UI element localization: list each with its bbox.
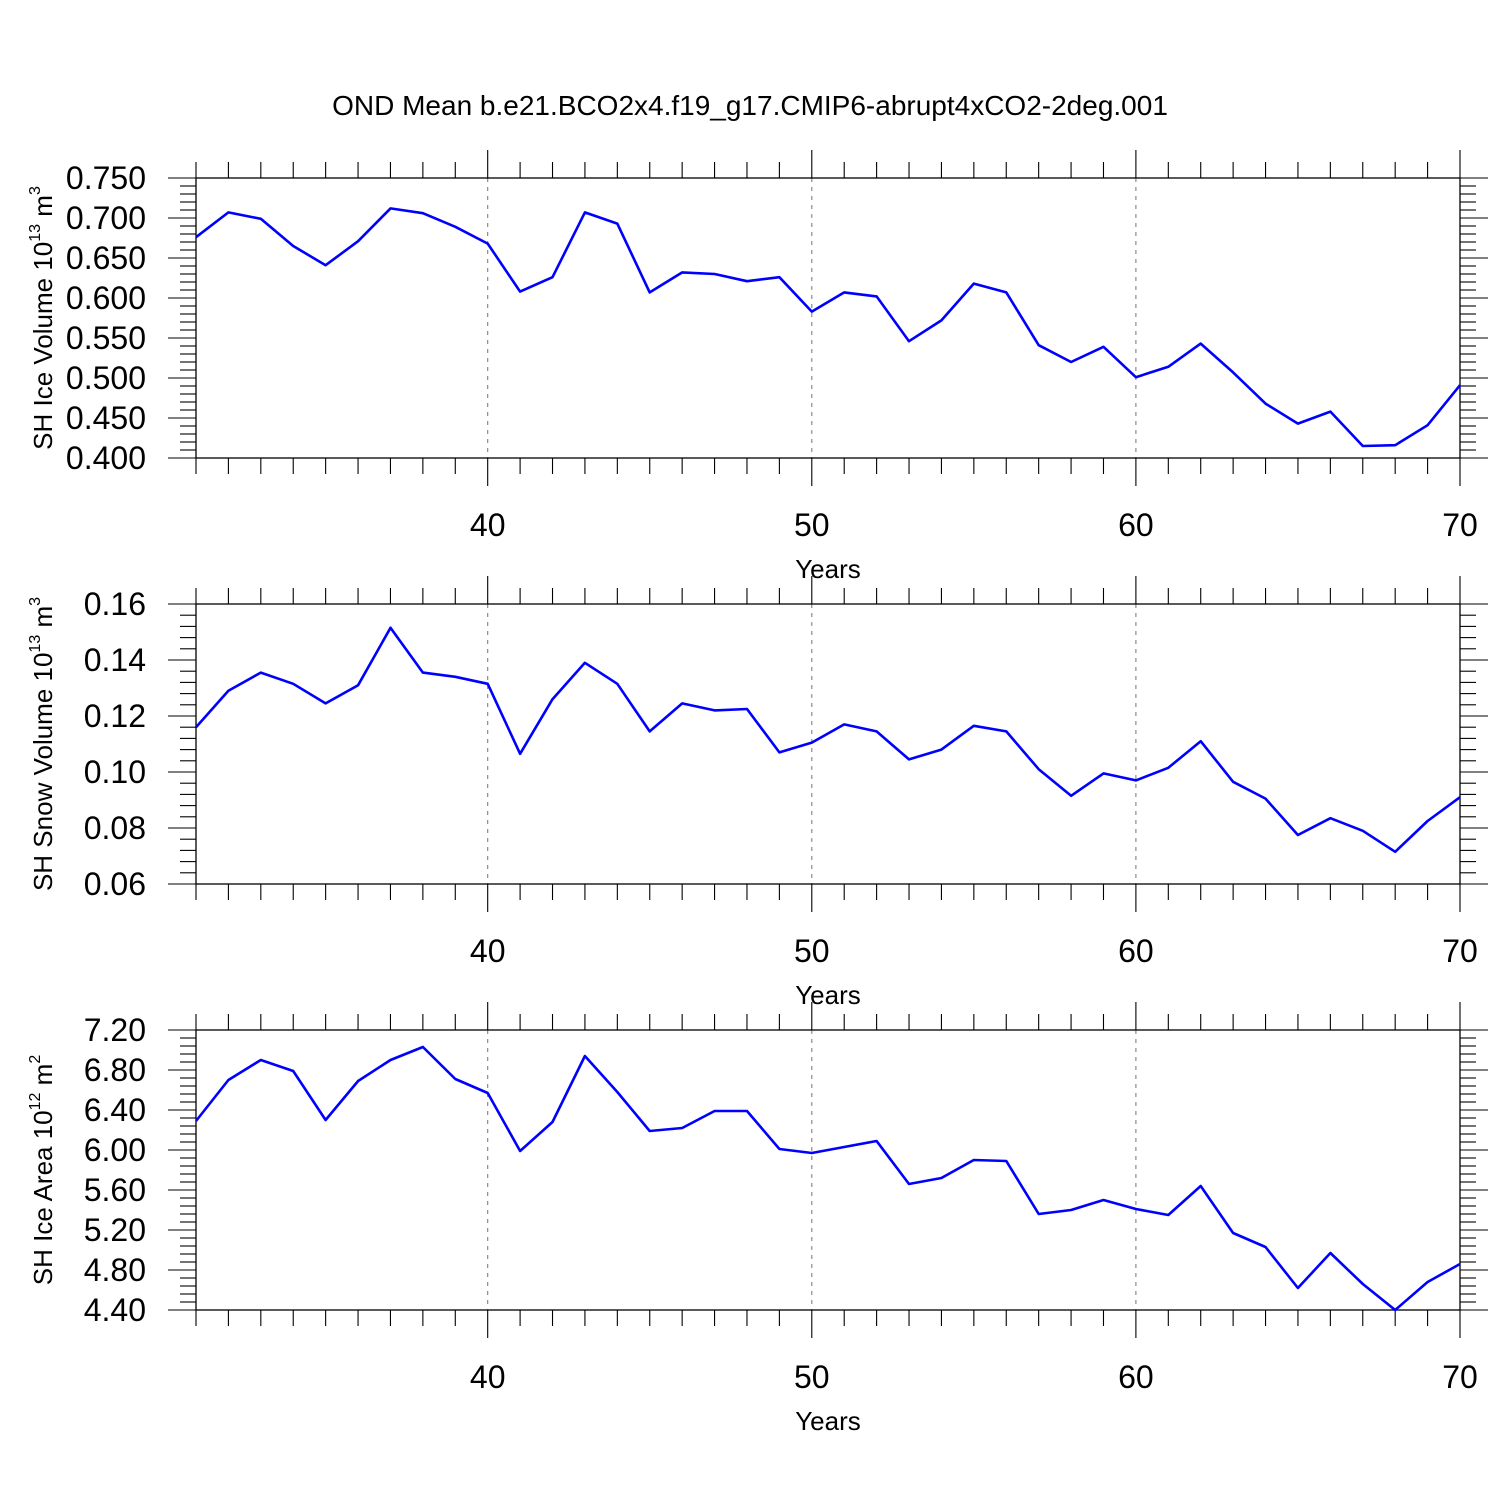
x-axis-label: Years <box>795 980 861 1010</box>
x-tick-label: 60 <box>1118 933 1154 969</box>
chart-panel-1: 40 50 60 70 0.400 0.450 0.500 0.550 0.600 0.650 0.… <box>27 150 1488 584</box>
chart-panel-2: 40 50 60 70 0.06 0.08 0.10 0.12 0.14 0.16 Years SH … <box>27 576 1488 1010</box>
x-tick-label: 40 <box>470 1359 506 1395</box>
y-axis-label-unit: m <box>28 1064 58 1093</box>
y-tick-label: 0.600 <box>66 280 146 316</box>
x-axis-label: Years <box>795 554 861 584</box>
series-line <box>195 207 1462 448</box>
y-tick-label: 0.06 <box>84 866 146 902</box>
y-tick-label: 0.400 <box>66 440 146 476</box>
x-tick-label: 50 <box>794 1359 830 1395</box>
y-axis-label-unit: m <box>28 195 58 224</box>
y-tick-label: 6.40 <box>84 1092 146 1128</box>
plot-frame <box>195 1029 1461 1311</box>
y-tick-label: 5.20 <box>84 1212 146 1248</box>
x-tick-label: 60 <box>1118 1359 1154 1395</box>
y-axis-label-unit-exp: 3 <box>27 597 44 606</box>
chart-panel-3: 40 50 60 70 4.40 4.80 5.20 5.60 6.00 6.40 6.80 7.20… <box>27 1002 1488 1436</box>
y-tick-label: 6.80 <box>84 1052 146 1088</box>
x-tick-label: 50 <box>794 507 830 543</box>
y-tick-label: 0.16 <box>84 586 146 622</box>
y-axis-label-text: SH Ice Volume 10 <box>28 242 58 450</box>
y-axis-label-text: SH Ice Area 10 <box>28 1110 58 1285</box>
y-tick-label: 0.08 <box>84 810 146 846</box>
y-tick-label: 5.60 <box>84 1172 146 1208</box>
plot-frame <box>195 177 1461 459</box>
y-tick-label: 0.10 <box>84 754 146 790</box>
y-tick-label: 4.80 <box>84 1252 146 1288</box>
y-tick-label: 0.450 <box>66 400 146 436</box>
x-tick-label: 60 <box>1118 507 1154 543</box>
x-axis-label: Years <box>795 1406 861 1436</box>
y-axis-label-exp: 12 <box>27 1092 44 1110</box>
x-tick-label: 50 <box>794 933 830 969</box>
y-axis-label-unit-exp: 3 <box>27 186 44 195</box>
y-axis-label: SH Snow Volume 1013 m3 <box>27 597 58 891</box>
y-tick-label: 0.14 <box>84 642 146 678</box>
x-tick-label: 40 <box>470 933 506 969</box>
y-tick-label: 0.750 <box>66 160 146 196</box>
y-axis-label-exp: 13 <box>27 635 44 653</box>
x-tick-label: 70 <box>1442 933 1478 969</box>
y-tick-label: 6.00 <box>84 1132 146 1168</box>
x-tick-label: 40 <box>470 507 506 543</box>
y-axis-label-exp: 13 <box>27 224 44 242</box>
y-tick-label: 0.500 <box>66 360 146 396</box>
x-tick-label: 70 <box>1442 507 1478 543</box>
y-tick-label: 0.12 <box>84 698 146 734</box>
series-line <box>195 626 1461 854</box>
plot-frame <box>195 603 1461 885</box>
y-axis-label-text: SH Snow Volume 10 <box>28 653 58 891</box>
panels: 40 50 60 70 0.400 0.450 0.500 0.550 0.600 0.650 0.… <box>27 150 1488 1436</box>
y-axis-label: SH Ice Area 1012 m2 <box>27 1055 58 1286</box>
y-tick-label: 4.40 <box>84 1292 146 1328</box>
x-tick-label: 70 <box>1442 1359 1478 1395</box>
y-tick-label: 0.550 <box>66 320 146 356</box>
series-line <box>194 1045 1461 1312</box>
y-axis-label-unit: m <box>28 606 58 635</box>
y-tick-label: 0.700 <box>66 200 146 236</box>
y-tick-label: 0.650 <box>66 240 146 276</box>
y-axis-label: SH Ice Volume 1013 m3 <box>27 186 58 450</box>
y-tick-label: 7.20 <box>84 1012 146 1048</box>
figure-title: OND Mean b.e21.BCO2x4.f19_g17.CMIP6-abru… <box>332 90 1168 121</box>
y-axis-label-unit-exp: 2 <box>27 1055 44 1064</box>
